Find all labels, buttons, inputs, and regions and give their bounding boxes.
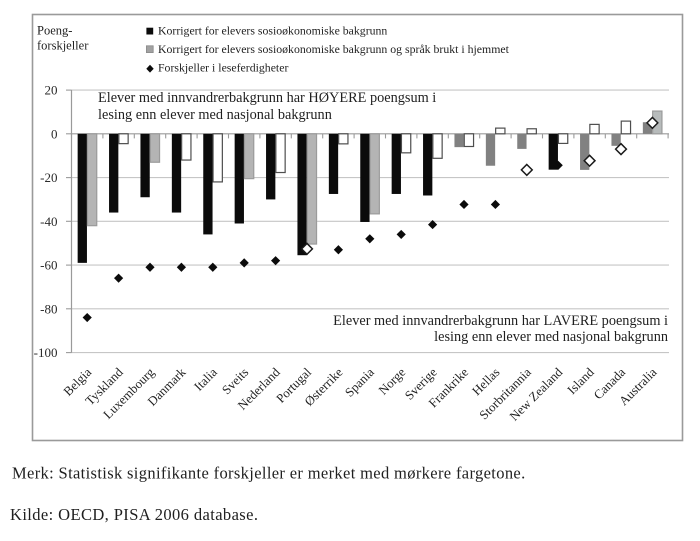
svg-text:Forskjeller i leseferdigheter: Forskjeller i leseferdigheter [158,60,288,74]
svg-text:Elever med innvandrerbakgrunn: Elever med innvandrerbakgrunn har HØYERE… [98,90,436,106]
svg-text:20: 20 [45,83,58,98]
svg-text:forskjeller: forskjeller [37,39,89,53]
svg-text:Merk: Statistisk signifikante: Merk: Statistisk signifikante forskjelle… [12,464,526,483]
svg-text:lesing enn elever med nasjonal: lesing enn elever med nasjonal bakgrunn [434,329,668,345]
svg-text:-40: -40 [40,214,57,229]
svg-text:Poeng-: Poeng- [37,24,72,38]
svg-text:Korrigert for elevers sosioøko: Korrigert for elevers sosioøkonomiske ba… [158,42,510,56]
svg-text:-100: -100 [34,345,58,360]
svg-text:Kilde: OECD, PISA 2006 databas: Kilde: OECD, PISA 2006 database. [10,505,258,524]
svg-text:Korrigert for elevers sosioøko: Korrigert for elevers sosioøkonomiske ba… [158,24,387,38]
svg-text:lesing enn elever med nasjonal: lesing enn elever med nasjonal bakgrunn [98,107,332,123]
svg-text:-20: -20 [40,170,57,185]
svg-text:0: 0 [51,126,58,141]
svg-text:-60: -60 [40,258,57,273]
svg-text:Elever med innvandrerbakgrunn: Elever med innvandrerbakgrunn har LAVERE… [333,313,668,329]
svg-text:-80: -80 [40,301,57,316]
